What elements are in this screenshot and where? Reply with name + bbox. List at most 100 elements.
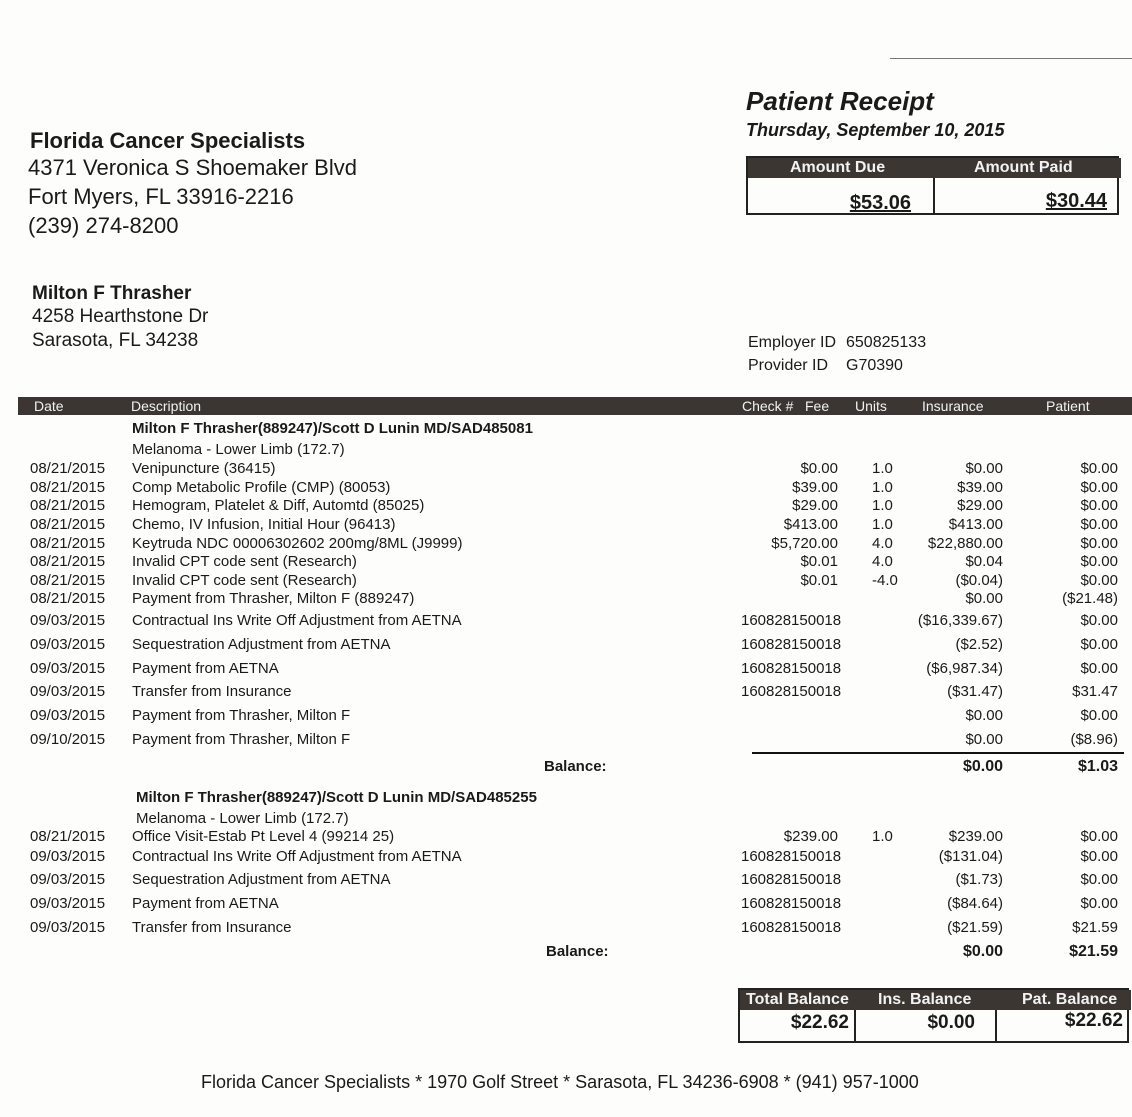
pat-balance-value: $22.62 <box>1064 1010 1123 1031</box>
table-row: 09/03/2015 Transfer from Insurance 1608281… <box>0 919 1132 937</box>
cell-fee: $413.00 <box>783 516 838 533</box>
balance-row: Balance: $0.00 $1.03 <box>0 758 1132 776</box>
cell-description: Invalid CPT code sent (Research) <box>132 553 357 570</box>
cell-patient: $0.00 <box>1080 497 1118 514</box>
cell-date: 09/03/2015 <box>30 707 106 724</box>
table-row: 09/03/2015 Sequestration Adjustment from … <box>0 636 1132 654</box>
provider-address1: 4371 Veronica S Shoemaker Blvd <box>28 155 357 180</box>
cell-description: Transfer from Insurance <box>132 683 292 700</box>
table-row: 08/21/2015 Chemo, IV Infusion, Initial Ho… <box>0 516 1132 534</box>
cell-description: Comp Metabolic Profile (CMP) (80053) <box>132 479 391 496</box>
cell-date: 08/21/2015 <box>30 460 106 477</box>
cell-units: 4.0 <box>872 535 893 552</box>
cell-insurance: $413.00 <box>948 516 1003 533</box>
table-row: 08/21/2015 Keytruda NDC 00006302602 200mg… <box>0 535 1132 553</box>
provider-name: Florida Cancer Specialists <box>30 128 306 153</box>
cell-fee: $0.01 <box>800 553 838 570</box>
divider <box>890 58 1132 59</box>
cell-check: 160828150018 <box>741 636 842 653</box>
provider-phone: (239) 274-8200 <box>28 213 179 238</box>
cell-insurance: ($16,339.67) <box>917 612 1003 629</box>
cell-description: Venipuncture (36415) <box>132 460 276 477</box>
table-row: 09/10/2015 Payment from Thrasher, Milton … <box>0 731 1132 749</box>
amount-paid-value: $30.44 <box>1045 190 1107 212</box>
cell-date: 08/21/2015 <box>30 516 106 533</box>
balance-patient: $1.03 <box>1077 758 1118 775</box>
cell-units: 4.0 <box>872 553 893 570</box>
cell-insurance: $39.00 <box>957 479 1003 496</box>
cell-date: 08/21/2015 <box>30 828 106 845</box>
table-row: 08/21/2015 Comp Metabolic Profile (CMP) (… <box>0 479 1132 497</box>
receipt-date: Thursday, September 10, 2015 <box>746 120 1005 140</box>
cell-fee: $5,720.00 <box>771 535 838 552</box>
table-row: 08/21/2015 Invalid CPT code sent (Researc… <box>0 572 1132 590</box>
cell-description: Keytruda NDC 00006302602 200mg/8ML (J999… <box>132 535 463 552</box>
cell-date: 09/03/2015 <box>30 848 106 865</box>
amount-box: Amount Due Amount Paid $53.06 $30.44 <box>746 156 1121 215</box>
table-row: 09/03/2015 Transfer from Insurance 1608281… <box>0 683 1132 701</box>
balance-rule <box>752 752 1124 754</box>
total-balance-label: Total Balance <box>746 991 849 1008</box>
cell-description: Payment from Thrasher, Milton F <box>132 731 351 748</box>
cell-description: Transfer from Insurance <box>132 919 292 936</box>
ins-balance-label: Ins. Balance <box>878 991 972 1008</box>
cell-date: 09/03/2015 <box>30 612 106 629</box>
cell-patient: $0.00 <box>1080 828 1118 845</box>
cell-insurance: ($2.52) <box>955 636 1003 653</box>
table-row: 09/03/2015 Sequestration Adjustment from … <box>0 871 1132 889</box>
header-description: Description <box>131 398 202 414</box>
cell-date: 09/03/2015 <box>30 919 106 936</box>
cell-insurance: ($0.04) <box>955 572 1003 589</box>
cell-description: Contractual Ins Write Off Adjustment fro… <box>132 612 462 629</box>
amount-paid-label: Amount Paid <box>974 159 1073 176</box>
balance-label: Balance: <box>544 758 607 775</box>
cell-check: 160828150018 <box>741 895 842 912</box>
cell-description: Payment from AETNA <box>132 660 279 677</box>
balance-patient: $21.59 <box>1069 943 1118 960</box>
cell-patient: $0.00 <box>1080 553 1118 570</box>
patient-address1: 4258 Hearthstone Dr <box>32 306 209 327</box>
table-row: 09/03/2015 Payment from AETNA 160828150018… <box>0 660 1132 678</box>
cell-check: 160828150018 <box>741 683 842 700</box>
cell-units: -4.0 <box>872 572 898 589</box>
cell-fee: $39.00 <box>792 479 838 496</box>
cell-check: 160828150018 <box>741 660 842 677</box>
cell-date: 08/21/2015 <box>30 553 106 570</box>
cell-patient: $0.00 <box>1080 660 1118 677</box>
cell-date: 09/03/2015 <box>30 660 106 677</box>
cell-description: Payment from Thrasher, Milton F (889247) <box>132 590 415 607</box>
cell-date: 08/21/2015 <box>30 590 106 607</box>
group-diagnosis: Melanoma - Lower Limb (172.7) <box>132 441 345 458</box>
table-row: 09/03/2015 Payment from Thrasher, Milton … <box>0 707 1132 725</box>
table-row: 09/03/2015 Contractual Ins Write Off Adju… <box>0 612 1132 630</box>
cell-description: Chemo, IV Infusion, Initial Hour (96413) <box>132 516 396 533</box>
cell-patient: $0.00 <box>1080 572 1118 589</box>
cell-description: Hemogram, Platelet & Diff, Automtd (8502… <box>132 497 425 514</box>
cell-units: 1.0 <box>872 516 893 533</box>
cell-insurance: $0.00 <box>965 460 1003 477</box>
cell-patient: $0.00 <box>1080 460 1118 477</box>
cell-description: Sequestration Adjustment from AETNA <box>132 871 391 888</box>
amount-due-value: $53.06 <box>849 192 911 214</box>
header-units: Units <box>855 398 887 414</box>
cell-insurance: ($31.47) <box>947 683 1003 700</box>
cell-description: Sequestration Adjustment from AETNA <box>132 636 391 653</box>
balance-row: Balance: $0.00 $21.59 <box>0 943 1132 961</box>
cell-description: Payment from AETNA <box>132 895 279 912</box>
employer-id-label: Employer ID <box>748 334 837 351</box>
cell-units: 1.0 <box>872 460 893 477</box>
cell-patient: $21.59 <box>1072 919 1118 936</box>
cell-patient: $0.00 <box>1080 535 1118 552</box>
balance-label: Balance: <box>546 943 609 960</box>
cell-units: 1.0 <box>872 828 893 845</box>
cell-date: 09/03/2015 <box>30 871 106 888</box>
cell-patient: ($21.48) <box>1062 590 1118 607</box>
provider-id: G70390 <box>846 357 903 374</box>
cell-insurance: $22,880.00 <box>927 535 1003 552</box>
employer-id: 650825133 <box>846 334 927 351</box>
cell-insurance: $0.00 <box>965 707 1003 724</box>
total-balance-value: $22.62 <box>790 1012 849 1033</box>
group-title: Milton F Thrasher(889247)/Scott D Lunin … <box>136 789 537 806</box>
table-row: 08/21/2015 Invalid CPT code sent (Researc… <box>0 553 1132 571</box>
cell-insurance: $239.00 <box>948 828 1003 845</box>
